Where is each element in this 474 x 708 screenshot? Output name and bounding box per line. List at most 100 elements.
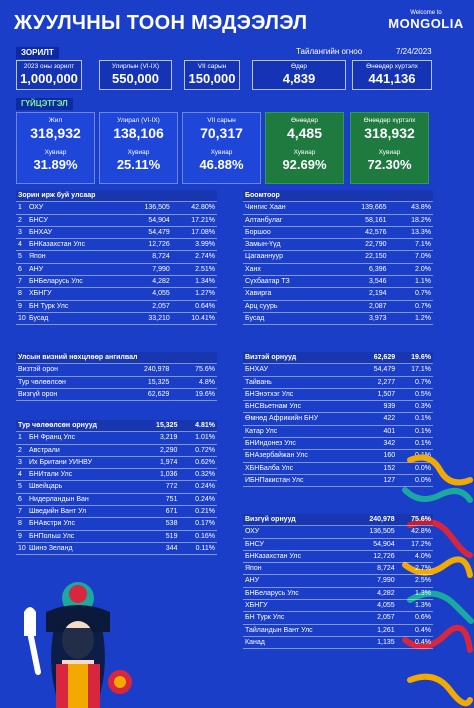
row-value: 12,726 [352,550,397,564]
table-row: Бусад 3,973 1.2% [243,312,433,326]
table-header: Боомтоор [243,190,433,203]
row-percent: 0.11% [179,542,217,556]
row-value: 136,505 [124,201,172,215]
table-header-percent: 75.6% [396,514,433,527]
row-name: Визгүй орон [16,388,116,402]
row-name: Тайландын Вант Улс [243,624,353,637]
perf-card-percent: 92.69% [282,157,327,172]
row-name: ХБНГУ [28,287,125,301]
table-row: Тайландын Вант Улс 1,261 0.4% [243,624,433,637]
row-name: БНАвстри Улс [28,517,140,531]
row-percent: 0.72% [179,444,217,457]
visa-required-table: Визтэй орнууд 62,629 19.6% БНХАУ 54,479 17… [243,352,433,488]
logo-small-text: Welcome to [410,10,442,16]
row-name: Нидерландын Ван [28,493,140,507]
row-percent: 0.4% [396,636,433,650]
row-value: 2,290 [139,444,180,457]
row-name: ХБНБалба Улс [243,462,359,475]
table-row: 5 Швейцарь 772 0.24% [16,480,217,494]
table-row: ХБНБалба Улс 152 0.0% [243,462,433,475]
table-row: Тайвань 2,277 0.7% [243,376,433,389]
table-row: ОХУ 136,505 42.8% [243,525,433,539]
row-index: 5 [16,480,28,494]
table-header-row: Визтэй орнууд 62,629 19.6% [243,352,433,365]
row-name: Тайвань [243,376,359,389]
row-value: 15,325 [115,376,172,389]
table-row: БН Турк Улс 2,057 0.6% [243,611,433,625]
row-value: 3,219 [139,431,180,445]
goal-box-label: Улирлын (VI-IX) [111,63,160,70]
row-value: 751 [139,493,180,507]
row-name: БНКазахстан Улс [28,238,125,252]
row-value: 1,036 [139,468,180,482]
goal-tag: ЗОРИЛТ [16,47,59,59]
table-row: 4 БНКазахстан Улс 12,726 3.99% [16,238,217,252]
table-row: Визгүй орон 62,629 19.6% [16,388,217,402]
row-index: 2 [16,444,28,457]
table-row: Сүхбаатар ТЗ 3,546 1.1% [243,275,433,289]
row-name: Хавирга [243,287,334,301]
goal-box-label: 2023 оны зорилт [23,63,75,70]
visa-class-table: Улсын визний нөхцлөөр ангилвал Визтэй ор… [16,352,217,402]
row-index: 4 [16,238,28,252]
row-value: 7,990 [352,574,397,588]
table-row: Арц суурь 2,087 0.7% [243,300,433,313]
table-row: Тур чөлөөлсөн 15,325 4.8% [16,376,217,389]
perf-card-percent: 31.89% [33,157,78,172]
row-name: Өмнөд Африкийн БНУ [243,412,359,426]
row-percent: 17.2% [396,538,433,551]
table-header-row: Боомтоор [243,190,433,203]
row-percent: 17.1% [397,363,433,377]
row-percent: 3.99% [171,238,217,252]
row-value: 2,057 [124,300,172,313]
row-value: 2,277 [358,376,398,389]
row-percent: 0.1% [397,437,433,451]
table-row: 5 Япон 8,724 2.74% [16,250,217,264]
perf-card-label: Өнөөдөр [291,117,318,124]
table-row: БНИндонез Улс 342 0.1% [243,437,433,451]
perf-card-value: 4,485 [286,125,323,141]
row-percent: 0.32% [179,468,217,482]
table-row: 3 Их Британи УИНВУ 1,974 0.62% [16,456,217,470]
goal-box-label: VII сарын [197,63,227,70]
table-row: Чингис Хаан 139,665 43.8% [243,201,433,215]
row-name: Катар Улс [243,425,359,439]
row-value: 519 [139,530,180,543]
table-row: ХБНГУ 4,055 1.3% [243,599,433,613]
table-row: ИБНПакистан Улс 127 0.0% [243,474,433,488]
ports-table: Боомтоор Чингис Хаан 139,665 43.8% Алтанбу… [243,190,433,326]
row-name: Япон [243,562,353,576]
row-percent: 4.0% [396,550,433,564]
perf-card-season: Улирал (VI-IX) 138,106 Хувиар 25.11% [99,112,178,184]
row-value: 401 [358,425,398,439]
row-name: АНУ [243,574,353,588]
row-value: 342 [358,437,398,451]
row-name: Бусад [243,312,334,326]
perf-card-value: 138,106 [113,125,164,141]
row-name: Чингис Хаан [243,201,334,215]
row-value: 54,479 [358,363,398,377]
row-percent: 0.5% [397,388,433,402]
row-percent: 4.8% [171,376,217,389]
row-name: БНХАУ [28,226,125,240]
goal-box-label: Өнөөдөр хүртэлх [366,63,418,70]
row-name: БНПольш Улс [28,530,140,543]
table-row: Япон 8,724 2.7% [243,562,433,576]
row-index: 3 [16,456,28,470]
welcome-logo: Welcome to MONGOLIA [386,10,466,31]
perf-card-label: VII сарын [207,117,236,124]
table-row: Боршоо 42,576 13.3% [243,226,433,240]
row-value: 54,904 [124,214,172,227]
row-value: 8,724 [124,250,172,264]
row-value: 240,978 [115,363,172,377]
table-row: БНЭнэтхэг Улс 1,507 0.5% [243,388,433,402]
table-row: БНКазахстан Улс 12,726 4.0% [243,550,433,564]
table-row: Хавирга 2,194 0.7% [243,287,433,301]
row-value: 3,973 [333,312,389,326]
logo-big-text: MONGOLIA [388,16,464,31]
row-index: 1 [16,431,28,445]
row-value: 136,505 [352,525,397,539]
perf-card-value: 318,932 [364,125,415,141]
row-name: Бусад [28,312,125,326]
